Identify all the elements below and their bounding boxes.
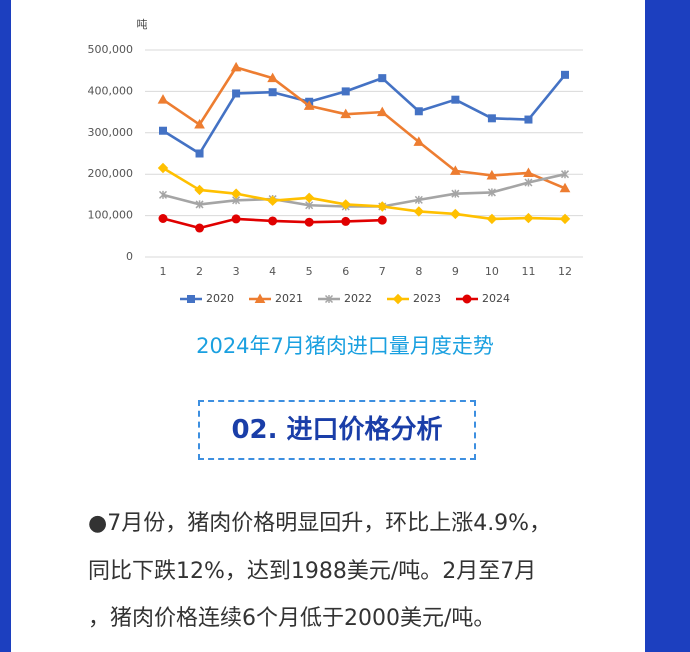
marker xyxy=(303,192,315,204)
x-tick-label: 11 xyxy=(521,265,535,278)
marker xyxy=(340,108,352,119)
marker xyxy=(341,216,351,226)
paragraph-line: 同比下跌12%，达到1988美元/吨。2月至7月 xyxy=(88,559,537,584)
caption: 2024年7月猪肉进口量月度走势 xyxy=(196,334,494,358)
left-border xyxy=(0,0,11,652)
x-tick-label: 9 xyxy=(452,265,459,278)
marker xyxy=(158,190,168,199)
marker xyxy=(268,216,278,226)
marker xyxy=(304,217,314,227)
marker xyxy=(377,201,388,212)
x-tick-label: 10 xyxy=(485,265,499,278)
marker xyxy=(194,119,205,129)
marker xyxy=(267,195,278,206)
marker xyxy=(303,100,315,110)
x-tick-label: 3 xyxy=(233,265,240,278)
x-tick-label: 8 xyxy=(415,265,422,278)
marker xyxy=(230,61,242,72)
legend-label: 2021 xyxy=(275,292,303,305)
x-tick-label: 4 xyxy=(269,265,276,278)
marker xyxy=(377,215,387,225)
marker xyxy=(157,94,169,104)
marker xyxy=(413,206,425,217)
x-tick-label: 6 xyxy=(342,265,349,278)
y-tick-label: 400,000 xyxy=(88,84,134,97)
marker xyxy=(195,223,205,233)
marker xyxy=(559,213,571,225)
marker xyxy=(341,87,350,96)
marker xyxy=(376,106,388,117)
marker xyxy=(392,293,404,305)
legend-label: 2023 xyxy=(413,292,441,305)
marker xyxy=(157,162,169,174)
marker xyxy=(378,74,387,83)
marker xyxy=(450,208,461,220)
y-tick-label: 200,000 xyxy=(88,167,134,180)
series-line xyxy=(162,166,566,221)
marker xyxy=(230,188,242,199)
marker xyxy=(487,188,496,197)
x-tick-label: 1 xyxy=(160,265,167,278)
x-tick-label: 5 xyxy=(306,265,313,278)
marker xyxy=(159,126,167,135)
paragraph-line: ●7月份，猪肉价格明显回升，环比上涨4.9%， xyxy=(88,511,552,536)
y-tick-label: 500,000 xyxy=(88,43,134,56)
marker xyxy=(559,182,571,193)
marker xyxy=(486,213,498,225)
x-tick-label: 12 xyxy=(558,265,572,278)
y-tick-label: 300,000 xyxy=(88,126,134,139)
right-border xyxy=(645,0,690,652)
marker xyxy=(487,114,496,123)
marker xyxy=(451,189,460,198)
marker xyxy=(268,88,277,97)
marker xyxy=(524,178,533,187)
marker xyxy=(523,212,534,224)
marker xyxy=(187,295,195,303)
series-line xyxy=(162,74,567,155)
y-tick-label: 0 xyxy=(126,250,133,263)
series-line xyxy=(162,66,566,190)
y-axis-label: 吨 xyxy=(137,18,148,31)
marker xyxy=(413,136,425,146)
marker xyxy=(450,165,461,175)
marker xyxy=(194,184,205,196)
marker xyxy=(561,70,569,79)
series-line xyxy=(162,172,566,208)
marker xyxy=(524,115,533,124)
marker xyxy=(267,72,278,83)
marker xyxy=(523,167,534,177)
marker xyxy=(560,170,570,179)
marker xyxy=(324,294,334,304)
paragraph-line: ，猪肉价格连续6个月低于2000美元/吨。 xyxy=(88,606,496,631)
marker xyxy=(462,294,472,304)
legend-label: 2022 xyxy=(344,292,372,305)
marker xyxy=(486,169,498,180)
marker xyxy=(451,95,460,104)
legend-label: 2020 xyxy=(206,292,234,305)
x-tick-label: 7 xyxy=(379,265,386,278)
y-tick-label: 100,000 xyxy=(88,209,134,222)
x-tick-label: 2 xyxy=(196,265,203,278)
marker xyxy=(254,293,266,303)
marker xyxy=(340,199,351,210)
marker xyxy=(231,214,241,224)
marker xyxy=(195,200,204,209)
legend-label: 2024 xyxy=(482,292,510,305)
marker xyxy=(414,195,423,204)
marker xyxy=(232,89,241,98)
marker xyxy=(158,213,168,223)
section-title: 02. 进口价格分析 xyxy=(198,400,476,460)
marker xyxy=(195,149,204,158)
marker xyxy=(414,107,423,116)
